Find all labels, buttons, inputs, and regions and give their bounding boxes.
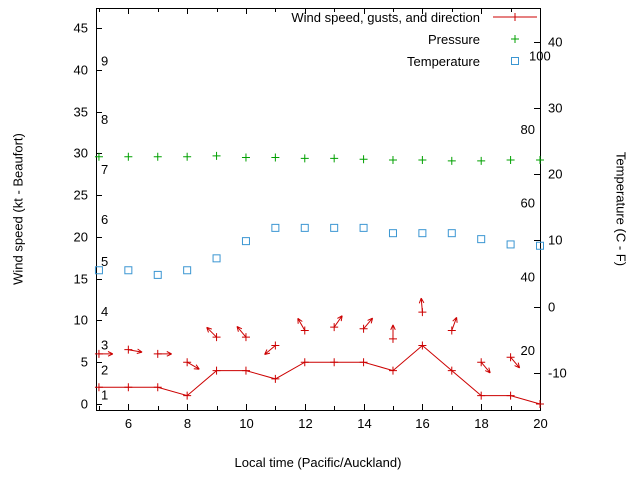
svg-text:0: 0 bbox=[81, 397, 88, 412]
svg-text:5: 5 bbox=[101, 254, 108, 269]
wind-direction-arrow-icon bbox=[206, 326, 217, 338]
svg-text:16: 16 bbox=[415, 416, 429, 431]
svg-text:9: 9 bbox=[101, 53, 108, 68]
svg-text:7: 7 bbox=[101, 162, 108, 177]
svg-text:12: 12 bbox=[298, 416, 312, 431]
svg-text:80: 80 bbox=[521, 122, 535, 137]
svg-text:20: 20 bbox=[533, 416, 547, 431]
wind-direction-arrow-icon bbox=[363, 317, 374, 330]
svg-text:8: 8 bbox=[184, 416, 191, 431]
legend-label-wind: Wind speed, gusts, and direction bbox=[291, 9, 480, 25]
legend-item-pressure: Pressure bbox=[291, 28, 538, 50]
wind-direction-arrow-icon bbox=[297, 317, 306, 331]
wind-direction-arrow-icon bbox=[98, 351, 114, 357]
svg-text:25: 25 bbox=[74, 188, 88, 203]
svg-text:14: 14 bbox=[357, 416, 371, 431]
wind-direction-arrow-icon bbox=[390, 324, 396, 339]
plus-sample-icon bbox=[511, 35, 519, 43]
wind-direction-arrow-icon bbox=[128, 348, 143, 354]
svg-text:6: 6 bbox=[101, 212, 108, 227]
legend-label-temperature: Temperature bbox=[407, 53, 480, 69]
svg-text:20: 20 bbox=[74, 230, 88, 245]
svg-text:0: 0 bbox=[548, 300, 555, 315]
svg-text:2: 2 bbox=[101, 363, 108, 378]
svg-text:15: 15 bbox=[74, 272, 88, 287]
legend-item-temperature: Temperature bbox=[291, 50, 538, 72]
wind-direction-arrow-icon bbox=[480, 361, 491, 374]
axes bbox=[96, 8, 541, 411]
svg-text:40: 40 bbox=[521, 269, 535, 284]
svg-text:-10: -10 bbox=[548, 366, 567, 381]
tick-labels: 6 8 10 12 14 16 18 20051015202530354045-1001020… bbox=[74, 21, 567, 432]
svg-text:30: 30 bbox=[74, 146, 88, 161]
wind-direction-arrow-icon bbox=[157, 351, 172, 357]
svg-text:40: 40 bbox=[74, 63, 88, 78]
svg-text:30: 30 bbox=[548, 101, 562, 116]
svg-text:10: 10 bbox=[74, 313, 88, 328]
svg-text:100: 100 bbox=[529, 48, 551, 63]
wind-direction-arrow-icon bbox=[451, 316, 458, 331]
svg-text:35: 35 bbox=[74, 105, 88, 120]
wind-direction-arrow-icon bbox=[418, 297, 425, 313]
secondary-scale-labels: 1 2 3 4 5 6 7 8 9 20 40 60 80 100 bbox=[101, 48, 551, 402]
legend-item-wind: Wind speed, gusts, and direction bbox=[291, 6, 538, 28]
svg-text:8: 8 bbox=[101, 112, 108, 127]
svg-text:1: 1 bbox=[101, 388, 108, 403]
svg-text:10: 10 bbox=[548, 233, 562, 248]
svg-text:60: 60 bbox=[521, 196, 535, 211]
y2-axis-title-temperature: Temperature (C - F) bbox=[613, 151, 629, 267]
svg-text:18: 18 bbox=[474, 416, 488, 431]
svg-text:10: 10 bbox=[239, 416, 253, 431]
svg-text:4: 4 bbox=[101, 304, 108, 319]
wind-direction-arrow-icon bbox=[510, 356, 521, 369]
series-wind-gusts-and-direction bbox=[94, 297, 521, 374]
wind-direction-arrow-icon bbox=[333, 315, 343, 328]
svg-text:45: 45 bbox=[74, 21, 88, 36]
legend-label-pressure: Pressure bbox=[427, 31, 480, 47]
square-sample-icon bbox=[511, 57, 519, 65]
y-axis-title-wind: Wind speed (kt - Beaufort) bbox=[10, 133, 26, 285]
wind-direction-arrow-icon bbox=[186, 361, 200, 370]
svg-text:20: 20 bbox=[521, 343, 535, 358]
svg-text:6: 6 bbox=[125, 416, 132, 431]
wind-direction-arrow-icon bbox=[264, 345, 276, 355]
svg-text:3: 3 bbox=[101, 338, 108, 353]
wind-direction-arrow-icon bbox=[236, 325, 247, 338]
legend: Wind speed, gusts, and direction Pressur… bbox=[291, 6, 538, 72]
svg-text:5: 5 bbox=[81, 355, 88, 370]
series-wind-speed bbox=[94, 341, 544, 408]
line-plus-sample-icon bbox=[493, 13, 537, 21]
x-axis-title: Local time (Pacific/Auckland) bbox=[234, 455, 402, 470]
svg-text:20: 20 bbox=[548, 167, 562, 182]
svg-text:40: 40 bbox=[548, 35, 562, 50]
series-temperature bbox=[94, 223, 544, 279]
series-pressure bbox=[94, 151, 544, 165]
